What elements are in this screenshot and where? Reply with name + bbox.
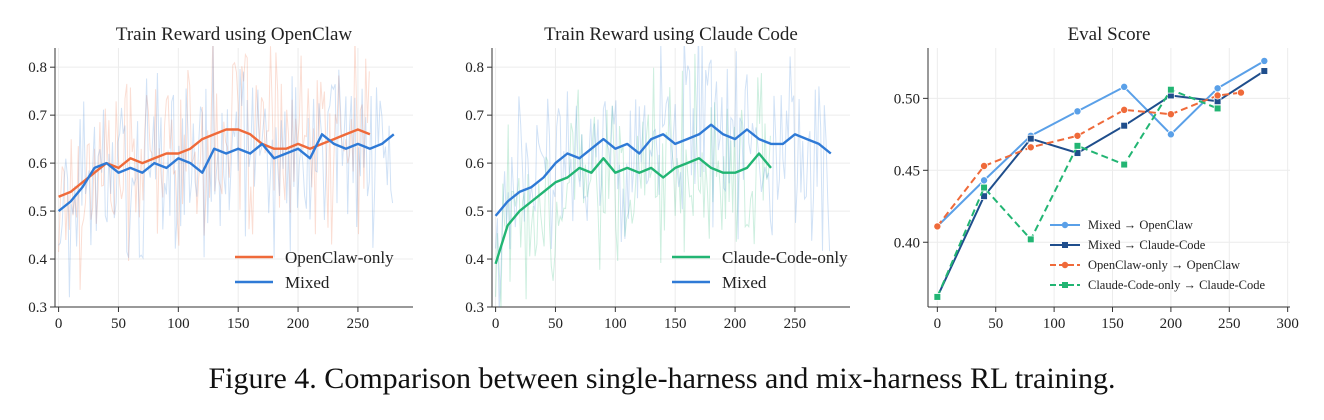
raw-trace-2 bbox=[495, 46, 831, 307]
plot-area bbox=[57, 46, 395, 298]
x-tick-label: 50 bbox=[988, 316, 1003, 332]
data-point bbox=[980, 161, 989, 170]
data-point bbox=[1073, 107, 1082, 116]
chart-panel-1: Train Reward using OpenClaw 0.3 0.4 0.5 0.6 0… bbox=[28, 24, 413, 332]
chart-panel-3: Eval Score 0.40 0.45 0.50 0 50 100 150 200 250 300… bbox=[894, 24, 1299, 332]
data-point bbox=[1260, 56, 1269, 65]
figure-caption: Figure 4. Comparison between single-harn… bbox=[208, 362, 1116, 395]
data-point bbox=[1073, 142, 1082, 150]
y-tick-label: 0.8 bbox=[465, 60, 484, 76]
x-tick-label: 50 bbox=[111, 316, 126, 332]
x-tick-label: 0 bbox=[934, 316, 942, 332]
series-line-2 bbox=[494, 123, 832, 217]
chart-panel-2: Train Reward using Claude Code 0.3 0.4 0.5 0… bbox=[465, 24, 850, 332]
y-tick-label: 0.3 bbox=[28, 300, 47, 316]
legend-label: Claude-Code-only bbox=[722, 248, 848, 267]
legend-marker bbox=[1061, 261, 1069, 269]
y-tick-label: 0.8 bbox=[28, 60, 47, 76]
data-point bbox=[933, 293, 942, 301]
data-point bbox=[933, 222, 942, 231]
y-tick-label: 0.7 bbox=[465, 108, 484, 124]
series-line-1 bbox=[58, 128, 371, 198]
series-line-1 bbox=[936, 60, 1265, 228]
data-point bbox=[1236, 88, 1245, 97]
legend-label: Mixed → OpenClaw bbox=[1088, 218, 1193, 232]
x-tick-label: 0 bbox=[55, 316, 63, 332]
y-tick-label: 0.40 bbox=[894, 235, 920, 251]
raw-trace-1 bbox=[58, 46, 370, 290]
chart-title: Eval Score bbox=[1068, 24, 1151, 45]
y-tick-label: 0.6 bbox=[465, 156, 484, 172]
data-point bbox=[980, 183, 988, 192]
x-tick-label: 100 bbox=[167, 316, 190, 332]
x-tick-label: 250 bbox=[784, 316, 807, 332]
data-point bbox=[1166, 130, 1175, 139]
data-point bbox=[1120, 105, 1129, 114]
data-point bbox=[1213, 91, 1222, 100]
y-tick-label: 0.4 bbox=[465, 252, 484, 268]
data-point bbox=[1213, 104, 1222, 113]
data-point bbox=[1260, 67, 1269, 75]
x-tick-label: 200 bbox=[287, 316, 310, 332]
data-point bbox=[1026, 134, 1035, 143]
data-point bbox=[1167, 85, 1175, 94]
chart-title: Train Reward using Claude Code bbox=[544, 24, 798, 45]
y-tick-label: 0.6 bbox=[28, 156, 47, 172]
legend-label: Mixed bbox=[722, 273, 767, 292]
legend-marker bbox=[1062, 242, 1068, 248]
raw-trace-1 bbox=[495, 53, 771, 307]
x-tick-label: 250 bbox=[1218, 316, 1241, 332]
legend-label: Claude-Code-only → Claude-Code bbox=[1088, 278, 1265, 292]
legend-label: OpenClaw-only → OpenClaw bbox=[1088, 258, 1240, 272]
chart-title: Train Reward using OpenClaw bbox=[116, 24, 353, 45]
y-tick-label: 0.7 bbox=[28, 108, 47, 124]
x-tick-label: 0 bbox=[492, 316, 500, 332]
x-tick-label: 250 bbox=[347, 316, 370, 332]
x-tick-label: 150 bbox=[664, 316, 687, 332]
data-point bbox=[980, 176, 989, 185]
plot-area bbox=[494, 46, 832, 307]
legend-label: Mixed bbox=[285, 273, 330, 292]
data-point bbox=[1120, 160, 1128, 169]
data-point bbox=[980, 192, 988, 201]
x-tick-label: 150 bbox=[227, 316, 250, 332]
x-tick-label: 100 bbox=[1043, 316, 1066, 332]
y-tick-label: 0.5 bbox=[28, 204, 47, 220]
legend-marker bbox=[1061, 221, 1069, 229]
x-tick-label: 200 bbox=[1160, 316, 1183, 332]
legend-marker bbox=[1062, 282, 1068, 288]
plot-area bbox=[933, 56, 1269, 301]
x-tick-label: 100 bbox=[604, 316, 627, 332]
legend-label: Mixed → Claude-Code bbox=[1088, 238, 1206, 252]
data-point bbox=[1120, 82, 1129, 91]
raw-trace-2 bbox=[58, 46, 394, 298]
y-tick-label: 0.50 bbox=[894, 91, 920, 107]
data-point bbox=[1166, 110, 1175, 119]
data-point bbox=[1213, 84, 1222, 93]
x-tick-label: 50 bbox=[548, 316, 563, 332]
x-tick-label: 150 bbox=[1101, 316, 1124, 332]
data-point bbox=[1026, 235, 1035, 244]
y-tick-label: 0.4 bbox=[28, 252, 47, 268]
legend-label: OpenClaw-only bbox=[285, 248, 394, 267]
data-point bbox=[1120, 121, 1128, 130]
y-tick-label: 0.45 bbox=[894, 163, 920, 179]
y-tick-label: 0.3 bbox=[465, 300, 484, 316]
series-line-1 bbox=[494, 152, 772, 265]
series-line-3 bbox=[936, 91, 1242, 228]
series-line-2 bbox=[57, 133, 395, 213]
y-tick-label: 0.5 bbox=[465, 204, 484, 220]
x-tick-label: 200 bbox=[724, 316, 747, 332]
x-tick-label: 300 bbox=[1276, 316, 1299, 332]
data-point bbox=[1073, 131, 1082, 140]
series-line-2 bbox=[936, 70, 1265, 298]
data-point bbox=[1026, 143, 1035, 152]
